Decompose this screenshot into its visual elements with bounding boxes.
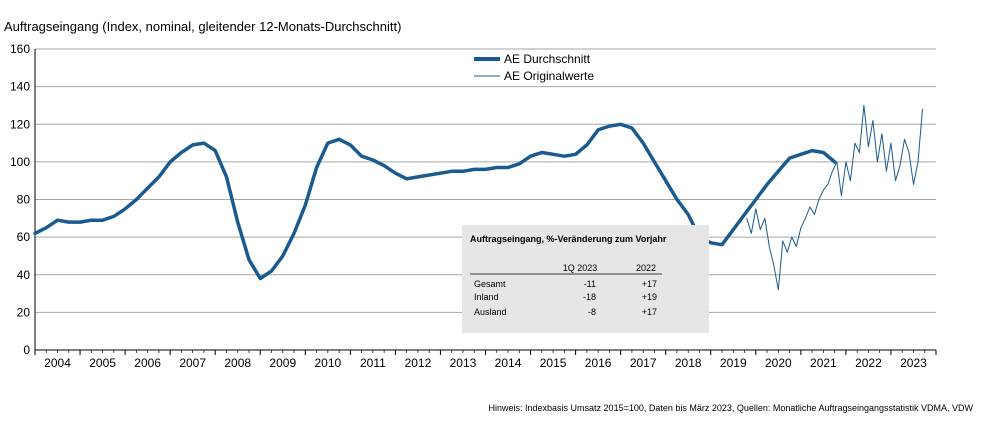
footnote: Hinweis: Indexbasis Umsatz 2015=100, Dat… [488, 403, 973, 413]
x-tick-label: 2007 [179, 356, 206, 370]
series-line-average [33, 122, 837, 281]
inset-row-q1: -11 [584, 279, 596, 289]
x-tick-label: 2018 [675, 356, 702, 370]
inset-row-label: Gesamt [474, 279, 506, 289]
inset-row-2022: +17 [642, 279, 657, 289]
inset-col-2022: 2022 [636, 263, 656, 273]
x-tick-label: 2008 [224, 356, 251, 370]
inset-row-label: Ausland [474, 307, 507, 317]
y-tick-label: 60 [17, 230, 31, 244]
x-tick-label: 2017 [630, 356, 657, 370]
inset-row-q1: -18 [583, 292, 596, 302]
y-tick-label: 120 [10, 117, 30, 131]
inset-table: Auftragseingang, %-Veränderung zum Vorja… [462, 225, 709, 333]
x-tick-labels: 2004 2005 2006 2007 2008 2009 2010 2011 2012 2013… [44, 356, 927, 370]
x-tick-label: 2013 [450, 356, 477, 370]
chart-title: Auftragseingang (Index, nominal, gleiten… [4, 19, 402, 34]
x-tick-label: 2020 [765, 356, 792, 370]
x-tick-label: 2015 [540, 356, 567, 370]
axes [34, 49, 937, 355]
legend-label-average: AE Durchschnitt [504, 52, 591, 66]
inset-background [462, 225, 709, 333]
x-tick-label: 2005 [89, 356, 116, 370]
x-tick-label: 2023 [900, 356, 927, 370]
x-tick-label: 2011 [360, 356, 386, 370]
y-tick-label: 100 [10, 155, 30, 169]
y-tick-label: 80 [17, 193, 31, 207]
x-tick-label: 2012 [405, 356, 432, 370]
x-tick-label: 2010 [314, 356, 341, 370]
y-tick-label: 20 [17, 305, 31, 319]
y-tick-labels: 0 20 40 60 80 100 120 140 160 [10, 42, 30, 357]
y-tick-label: 40 [17, 268, 31, 282]
inset-col-q1: 1Q 2023 [563, 263, 598, 273]
y-tick-label: 0 [23, 343, 30, 357]
y-tick-label: 140 [10, 80, 30, 94]
inset-row-2022: +19 [642, 292, 657, 302]
x-tick-label: 2004 [44, 356, 71, 370]
legend-label-original: AE Originalwerte [504, 69, 594, 83]
inset-row-q1: -8 [588, 307, 596, 317]
inset-row-2022: +17 [642, 307, 657, 317]
x-tick-label: 2021 [810, 356, 837, 370]
y-tick-label: 160 [10, 42, 30, 56]
x-tick-label: 2022 [855, 356, 882, 370]
x-tick-label: 2006 [134, 356, 161, 370]
x-tick-label: 2009 [269, 356, 296, 370]
legend: AE Durchschnitt AE Originalwerte [474, 52, 594, 83]
x-tick-label: 2019 [720, 356, 747, 370]
series-line-original [746, 104, 923, 291]
inset-row-label: Inland [474, 292, 499, 302]
x-tick-label: 2014 [495, 356, 522, 370]
inset-title: Auftragseingang, %-Veränderung zum Vorja… [470, 234, 667, 244]
x-tick-label: 2016 [585, 356, 612, 370]
